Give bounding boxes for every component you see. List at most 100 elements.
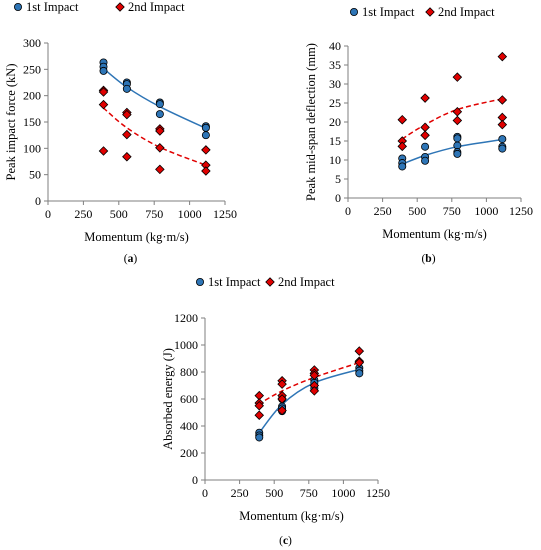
x-tick-label: 0 xyxy=(345,204,351,218)
data-point-1st-impact xyxy=(453,134,462,143)
data-point-2nd-impact xyxy=(354,357,365,368)
data-point-2nd-impact xyxy=(397,141,408,152)
y-axis-label: Absorbed energy (J) xyxy=(161,348,175,450)
data-point-2nd-impact xyxy=(420,122,430,133)
x-tick-label: 250 xyxy=(74,207,92,221)
data-point-2nd-impact xyxy=(277,379,287,389)
data-point-1st-impact xyxy=(355,369,364,378)
trendline-2nd-impact xyxy=(102,107,207,166)
data-point-2nd-impact xyxy=(122,151,132,162)
y-tick-label: 15 xyxy=(329,134,341,148)
x-tick-label: 1250 xyxy=(509,204,533,218)
y-tick-label: 150 xyxy=(23,115,41,129)
legend-marker-1st-impact xyxy=(195,277,204,286)
panel-caption: (b) xyxy=(421,253,435,265)
panel-c: 0 250 500 750 1000 1250 0 200 400 600 800 1000 1200 M… xyxy=(161,275,390,547)
y-axis-label: Peak impact force (kN) xyxy=(4,64,18,181)
data-point-1st-impact xyxy=(255,433,264,442)
data-point-1st-impact xyxy=(421,156,430,165)
data-point-2nd-impact xyxy=(277,405,287,416)
y-axis-label: Peak mid-span deflection (mm) xyxy=(304,43,318,201)
data-point-2nd-impact xyxy=(497,119,508,130)
y-tick-label: 200 xyxy=(23,89,41,103)
data-point-1st-impact xyxy=(498,144,507,153)
legend-label-2nd-impact: 2nd Impact xyxy=(438,5,495,19)
trendline-2nd-impact xyxy=(257,361,360,406)
data-point-2nd-impact xyxy=(122,129,132,140)
data-point-1st-impact xyxy=(201,131,210,140)
y-tick-label: 1000 xyxy=(174,338,198,352)
data-point-2nd-impact xyxy=(420,93,430,103)
x-tick-label: 1250 xyxy=(213,207,237,221)
y-tick-label: 0 xyxy=(335,191,341,205)
y-tick-label: 50 xyxy=(29,168,41,182)
x-axis-label: Momentum (kg·m/s) xyxy=(84,230,189,244)
y-tick-label: 30 xyxy=(329,77,341,91)
data-point-2nd-impact xyxy=(98,146,109,156)
y-tick-label: 5 xyxy=(335,172,341,186)
data-point-1st-impact xyxy=(122,84,131,93)
data-point-2nd-impact xyxy=(420,130,430,141)
x-tick-label: 500 xyxy=(265,486,283,500)
data-point-2nd-impact xyxy=(98,99,109,110)
x-tick-label: 750 xyxy=(145,207,163,221)
y-tick-label: 100 xyxy=(23,141,41,155)
x-tick-label: 0 xyxy=(45,207,51,221)
y-tick-label: 200 xyxy=(180,446,198,460)
x-tick-label: 500 xyxy=(110,207,128,221)
data-point-1st-impact xyxy=(201,123,210,132)
data-point-1st-impact xyxy=(99,66,108,75)
data-point-2nd-impact xyxy=(254,410,265,420)
data-point-1st-impact xyxy=(421,142,430,151)
panel-a: 0 250 500 750 1000 1250 0 50 100 150 200 250 300 Mome… xyxy=(4,0,237,265)
legend-marker-2nd-impact xyxy=(265,277,275,287)
x-tick-label: 250 xyxy=(231,486,249,500)
data-point-1st-impact xyxy=(398,162,407,171)
data-point-2nd-impact xyxy=(277,394,287,404)
x-tick-label: 750 xyxy=(300,486,318,500)
x-tick-label: 1000 xyxy=(331,486,355,500)
y-tick-label: 800 xyxy=(180,365,198,379)
legend-marker-1st-impact xyxy=(349,7,358,16)
data-point-2nd-impact xyxy=(254,400,265,411)
panel-caption: (c) xyxy=(279,535,292,547)
legend-marker-1st-impact xyxy=(13,3,22,11)
y-tick-label: 250 xyxy=(23,62,41,76)
y-tick-label: 0 xyxy=(192,473,198,487)
x-tick-label: 500 xyxy=(408,204,426,218)
legend-label-2nd-impact: 2nd Impact xyxy=(128,0,185,14)
trendline-1st-impact xyxy=(401,138,503,165)
data-point-1st-impact xyxy=(453,149,462,158)
legend-label-1st-impact: 1st Impact xyxy=(208,275,261,289)
trendline-1st-impact xyxy=(257,368,360,435)
legend-marker-2nd-impact xyxy=(425,7,435,17)
y-tick-label: 25 xyxy=(329,96,341,110)
x-axis-label: Momentum (kg·m/s) xyxy=(382,227,487,241)
data-point-2nd-impact xyxy=(497,51,508,62)
legend-label-1st-impact: 1st Impact xyxy=(26,0,79,14)
x-tick-label: 1250 xyxy=(366,486,390,500)
y-tick-label: 10 xyxy=(329,153,341,167)
x-tick-label: 1000 xyxy=(474,204,498,218)
data-point-2nd-impact xyxy=(122,109,132,120)
legend-label-1st-impact: 1st Impact xyxy=(362,5,415,19)
data-point-2nd-impact xyxy=(98,87,109,97)
data-point-1st-impact xyxy=(498,135,507,144)
x-axis-label: Momentum (kg·m/s) xyxy=(239,509,344,523)
data-point-2nd-impact xyxy=(201,145,211,155)
data-point-2nd-impact xyxy=(155,126,165,136)
y-tick-label: 1200 xyxy=(174,311,198,325)
data-point-2nd-impact xyxy=(452,72,463,82)
data-point-2nd-impact xyxy=(201,166,211,176)
y-tick-label: 400 xyxy=(180,419,198,433)
y-tick-label: 20 xyxy=(329,115,341,129)
y-tick-label: 300 xyxy=(23,36,41,50)
y-tick-label: 0 xyxy=(35,194,41,208)
x-tick-label: 750 xyxy=(443,204,461,218)
x-tick-label: 0 xyxy=(202,486,208,500)
data-point-1st-impact xyxy=(155,110,164,119)
data-point-2nd-impact xyxy=(397,114,408,125)
data-point-2nd-impact xyxy=(155,143,165,153)
trendline-2nd-impact xyxy=(401,98,503,140)
